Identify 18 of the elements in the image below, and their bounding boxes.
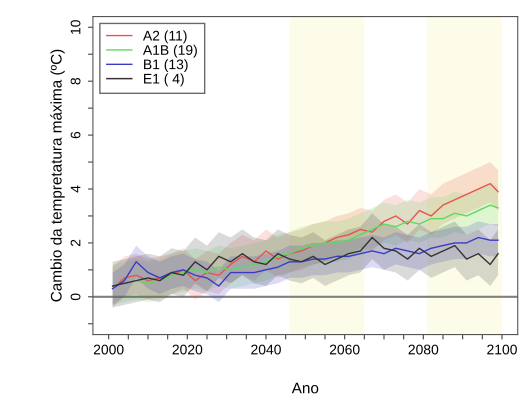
x-tick-label: 2060 xyxy=(330,344,360,354)
y-tick-label: 8 xyxy=(70,78,80,84)
y-axis-title: Cambio da tempretatura máxima (ºC) xyxy=(50,50,65,302)
legend-label: A2 (11) xyxy=(142,30,187,44)
legend-label: B1 (13) xyxy=(144,59,188,72)
legend-label: E1 ( 4) xyxy=(144,73,184,86)
y-tick-label: 10 xyxy=(70,20,80,34)
y-tick-label: 4 xyxy=(70,186,80,193)
x-tick-label: 2100 xyxy=(487,344,517,354)
x-tick-label: 2020 xyxy=(172,344,202,354)
y-tick-label: 0 xyxy=(70,293,80,300)
y-tick-label: 6 xyxy=(70,132,80,138)
x-tick-label: 2080 xyxy=(408,344,438,354)
x-tick-label: 2040 xyxy=(251,344,281,354)
legend-label: A1B (19) xyxy=(142,44,197,58)
x-axis-title: Ano xyxy=(292,382,318,394)
y-tick-label: 2 xyxy=(70,240,80,246)
x-tick-label: 2000 xyxy=(94,344,124,354)
